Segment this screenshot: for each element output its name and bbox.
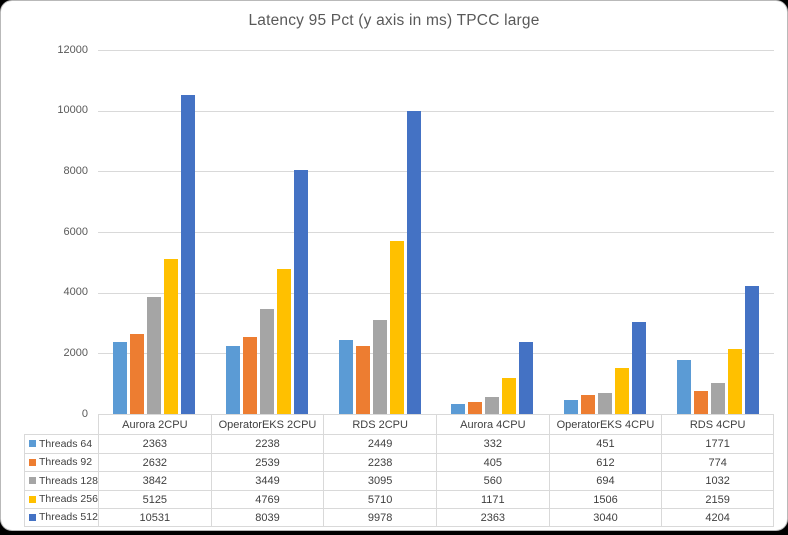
table-cell-threads-512-rds-4cpu: 4204 [661,508,774,527]
bar-threads-512-operatoreks-4cpu [632,321,646,414]
bar-threads-256-aurora-2cpu [164,258,179,414]
chart-title: Latency 95 Pct (y axis in ms) TPCC large [248,12,540,29]
bar-threads-128-rds-2cpu [372,320,387,414]
table-cell-threads-64-operatoreks-2cpu: 2238 [210,434,324,453]
bar-threads-512-rds-4cpu [744,286,759,414]
gridline-10000 [98,110,774,112]
bar-threads-256-aurora-4cpu [502,378,517,414]
table-cell-threads-64-aurora-4cpu: 332 [436,434,549,453]
legend-color-swatch [29,514,36,522]
bar-threads-92-aurora-2cpu [130,334,145,414]
table-cell-threads-256-rds-2cpu: 5710 [323,489,436,509]
category-header-aurora-4cpu: Aurora 4CPU [436,414,549,434]
legend-item-threads-64: Threads 64 [24,434,98,453]
table-cell-threads-128-rds-4cpu: 1032 [661,471,774,490]
y-axis-tick-label: 12000 [57,43,88,56]
table-cell-threads-92-aurora-4cpu: 405 [436,452,549,472]
legend-item-threads-256: Threads 256 [24,489,98,509]
bar-threads-64-operatoreks-4cpu [564,400,578,414]
table-cell-threads-256-operatoreks-2cpu: 4769 [210,489,324,509]
gridline-12000 [98,50,774,51]
table-cell-threads-92-operatoreks-2cpu: 2539 [210,452,324,472]
table-cell-threads-512-aurora-2cpu: 10531 [98,508,211,527]
gridline-6000 [98,232,774,233]
bar-threads-128-operatoreks-2cpu [260,309,274,414]
bar-threads-256-operatoreks-4cpu [615,368,629,414]
bar-threads-92-rds-2cpu [355,346,370,414]
legend-label: Threads 92 [39,456,93,469]
legend-item-threads-92: Threads 92 [24,452,98,472]
table-cell-threads-128-aurora-2cpu: 3842 [98,471,211,490]
bar-threads-64-operatoreks-2cpu [226,346,240,414]
legend-item-threads-128: Threads 128 [24,471,98,490]
category-header-operatoreks-4cpu: OperatorEKS 4CPU [548,414,662,434]
table-cell-threads-92-aurora-2cpu: 2632 [98,452,211,472]
bar-threads-256-operatoreks-2cpu [277,269,291,414]
table-cell-threads-128-aurora-4cpu: 560 [436,471,549,490]
bar-threads-128-operatoreks-4cpu [598,392,612,414]
legend-label: Threads 512 [39,511,98,524]
y-axis-tick-label: 0 [81,407,88,420]
legend-label: Threads 128 [39,474,98,487]
bar-threads-512-rds-2cpu [406,111,421,414]
bar-threads-64-rds-4cpu [676,360,691,414]
gridline-4000 [98,292,774,294]
bar-threads-256-rds-2cpu [389,240,404,414]
table-cell-threads-64-rds-4cpu: 1771 [661,434,774,453]
legend-item-threads-512: Threads 512 [24,508,98,527]
bar-threads-128-rds-4cpu [710,382,725,414]
y-axis-tick-label: 6000 [63,225,88,238]
table-cell-threads-64-operatoreks-4cpu: 451 [548,434,662,453]
y-axis-tick-label: 8000 [63,164,88,177]
y-axis-tick-label: 4000 [63,286,88,299]
bar-threads-512-aurora-4cpu [519,342,534,414]
bar-threads-64-aurora-2cpu [113,342,128,414]
category-header-aurora-2cpu: Aurora 2CPU [98,414,211,434]
bar-threads-256-rds-4cpu [727,348,742,414]
bar-threads-128-aurora-4cpu [485,397,500,414]
table-cell-threads-256-aurora-4cpu: 1171 [436,489,549,509]
bar-threads-92-operatoreks-4cpu [581,395,595,414]
table-cell-threads-64-rds-2cpu: 2449 [323,434,436,453]
table-cell-threads-128-rds-2cpu: 3095 [323,471,436,490]
table-cell-threads-256-aurora-2cpu: 5125 [98,489,211,509]
gridline-8000 [98,171,774,173]
category-header-rds-2cpu: RDS 2CPU [323,414,436,434]
table-cell-threads-256-operatoreks-4cpu: 1506 [548,489,662,509]
bar-threads-64-aurora-4cpu [451,403,466,414]
table-corner-cell [24,414,98,434]
legend-label: Threads 256 [39,493,98,506]
table-cell-threads-512-aurora-4cpu: 2363 [436,508,549,527]
bar-threads-92-rds-4cpu [693,390,708,414]
table-cell-threads-92-rds-4cpu: 774 [661,452,774,472]
table-cell-threads-92-rds-2cpu: 2238 [323,452,436,472]
table-cell-threads-128-operatoreks-4cpu: 694 [548,471,662,490]
table-cell-threads-256-rds-4cpu: 2159 [661,489,774,509]
table-cell-threads-512-operatoreks-2cpu: 8039 [210,508,324,527]
category-header-operatoreks-2cpu: OperatorEKS 2CPU [210,414,324,434]
legend-color-swatch [29,440,36,448]
bar-threads-512-operatoreks-2cpu [294,170,308,414]
table-cell-threads-128-operatoreks-2cpu: 3449 [210,471,324,490]
bar-threads-92-aurora-4cpu [468,401,483,414]
bar-threads-64-rds-2cpu [338,339,353,414]
legend-color-swatch [29,477,36,485]
bar-threads-92-operatoreks-2cpu [243,336,257,414]
table-cell-threads-64-aurora-2cpu: 2363 [98,434,211,453]
table-cell-threads-92-operatoreks-4cpu: 612 [548,452,662,472]
legend-color-swatch [29,496,36,504]
y-axis-tick-label: 10000 [57,104,88,117]
y-axis-tick-label: 2000 [63,346,88,359]
bar-threads-128-aurora-2cpu [147,297,162,414]
bar-threads-512-aurora-2cpu [181,94,196,414]
legend-label: Threads 64 [39,437,93,450]
category-header-rds-4cpu: RDS 4CPU [661,414,774,434]
table-cell-threads-512-rds-2cpu: 9978 [323,508,436,527]
table-cell-threads-512-operatoreks-4cpu: 3040 [548,508,662,527]
gridline-2000 [98,353,774,355]
legend-color-swatch [29,458,36,466]
